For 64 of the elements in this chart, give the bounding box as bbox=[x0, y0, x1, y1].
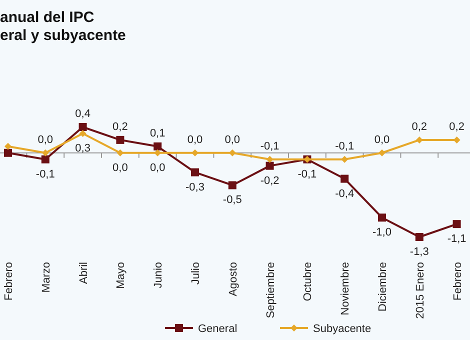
point bbox=[266, 156, 274, 163]
data-label: 0,0 bbox=[112, 162, 128, 174]
point bbox=[452, 220, 461, 228]
chart-subtitle: eral y subyacente bbox=[0, 27, 126, 44]
point bbox=[415, 233, 424, 241]
data-label: -0,2 bbox=[260, 174, 280, 187]
data-label: 0,0 bbox=[38, 134, 54, 146]
data-label: -0,1 bbox=[298, 168, 317, 180]
data-label: 0,2 bbox=[412, 120, 428, 133]
point bbox=[266, 162, 274, 170]
x-tick-label: Noviembre bbox=[340, 262, 352, 316]
point bbox=[116, 149, 124, 156]
point bbox=[42, 149, 49, 156]
data-label: 0,0 bbox=[187, 134, 203, 146]
point bbox=[192, 149, 198, 156]
x-tick-label: Septiembre bbox=[264, 262, 277, 318]
data-label: 0,1 bbox=[150, 127, 166, 140]
point bbox=[453, 136, 460, 144]
data-label: 0,0 bbox=[150, 162, 166, 174]
point bbox=[228, 181, 236, 190]
point bbox=[41, 155, 50, 164]
data-label: -0,1 bbox=[260, 140, 280, 152]
chart-title: anual del IPC bbox=[0, 9, 94, 26]
data-label: -1,1 bbox=[447, 233, 466, 246]
x-tick-label: Febrero bbox=[452, 262, 464, 301]
x-tick-label: 2015 Enero bbox=[414, 262, 426, 319]
point bbox=[4, 142, 12, 150]
point bbox=[154, 149, 162, 156]
point bbox=[378, 214, 386, 222]
legend-label: Subyacente bbox=[313, 323, 372, 335]
data-label: 0,0 bbox=[374, 134, 390, 146]
point bbox=[191, 168, 199, 176]
x-tick-label: Abril bbox=[78, 262, 90, 284]
data-label: 0,2 bbox=[449, 120, 464, 133]
data-label: -0,3 bbox=[186, 181, 204, 194]
x-tick-label: Junio bbox=[152, 262, 165, 288]
point bbox=[78, 123, 87, 131]
x-tick-label: Agosto bbox=[227, 262, 240, 296]
point bbox=[228, 149, 236, 156]
data-label: 0,4 bbox=[75, 108, 90, 120]
data-label: -0,5 bbox=[222, 194, 242, 206]
x-tick-label: Mayo bbox=[115, 262, 128, 289]
data-label: -0,1 bbox=[36, 168, 55, 180]
point bbox=[416, 136, 423, 144]
point bbox=[116, 136, 124, 144]
data-label: 0,2 bbox=[112, 120, 128, 133]
point bbox=[341, 156, 348, 163]
legend-label: General bbox=[198, 323, 238, 335]
x-tick-label: Julio bbox=[190, 262, 202, 285]
point bbox=[340, 174, 349, 183]
point bbox=[4, 148, 12, 157]
data-label: 0,0 bbox=[224, 134, 240, 146]
point bbox=[154, 142, 162, 150]
data-label: -1,3 bbox=[410, 246, 429, 258]
data-label: -0,1 bbox=[335, 140, 354, 152]
point bbox=[378, 149, 386, 156]
x-tick-label: Febrero bbox=[3, 262, 15, 301]
data-label: -1,0 bbox=[372, 226, 392, 239]
x-tick-label: Diciembre bbox=[377, 262, 389, 312]
x-tick-label: Marzo bbox=[40, 262, 52, 293]
x-tick-label: Octubre bbox=[302, 262, 314, 302]
data-label: -0,4 bbox=[335, 188, 354, 200]
point bbox=[79, 130, 86, 137]
data-label: 0,3 bbox=[75, 142, 90, 154]
